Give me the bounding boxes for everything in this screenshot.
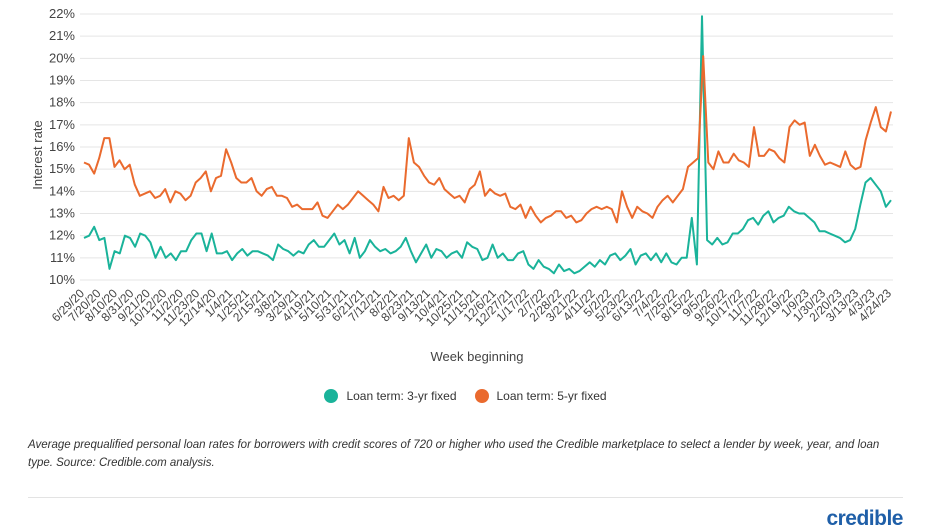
- y-tick-label: 19%: [49, 73, 75, 88]
- y-tick-label: 12%: [49, 228, 75, 243]
- y-tick-label: 22%: [49, 6, 75, 21]
- series-line-5yr: [83, 55, 892, 224]
- legend-item-3yr[interactable]: Loan term: 3-yr fixed: [324, 389, 457, 403]
- y-tick-label: 14%: [49, 183, 75, 198]
- x-axis-ticks: 6/29/207/20/208/10/208/31/209/21/2010/12…: [49, 286, 894, 329]
- legend-dot-3yr-icon: [324, 389, 339, 403]
- y-tick-label: 11%: [50, 250, 75, 265]
- legend-item-5yr[interactable]: Loan term: 5-yr fixed: [474, 389, 607, 403]
- x-axis-title: Week beginning: [431, 349, 524, 364]
- y-axis-title: Interest rate: [30, 120, 45, 189]
- y-axis-ticks: 10% 11% 12% 13% 14% 15% 16% 17% 18% 19% 20% 21% 22%: [49, 6, 75, 287]
- chart-caption: Average prequalified personal loan rates…: [28, 439, 880, 469]
- credible-logo: credible: [826, 507, 903, 530]
- y-tick-label: 10%: [49, 272, 75, 287]
- y-tick-label: 21%: [49, 28, 75, 43]
- y-tick-label: 16%: [49, 139, 75, 154]
- gridlines: [80, 13, 893, 281]
- legend-label-3yr: Loan term: 3-yr fixed: [346, 389, 457, 403]
- y-tick-label: 15%: [49, 161, 75, 176]
- series-lines: [83, 15, 892, 275]
- y-tick-label: 13%: [49, 206, 75, 221]
- footer-divider: [28, 497, 903, 498]
- series-line-3yr: [83, 15, 892, 275]
- line-chart: 10%11%12%13%14%15%16%17%18%19%20%21%22% …: [30, 6, 894, 364]
- legend-label-5yr: Loan term: 5-yr fixed: [496, 389, 607, 403]
- legend-dot-5yr-icon: [474, 389, 489, 403]
- y-tick-label: 20%: [49, 50, 75, 65]
- y-tick-label: 18%: [49, 95, 75, 110]
- y-tick-label: 17%: [49, 117, 75, 132]
- legend: Loan term: 3-yr fixed Loan term: 5-yr fi…: [0, 389, 931, 403]
